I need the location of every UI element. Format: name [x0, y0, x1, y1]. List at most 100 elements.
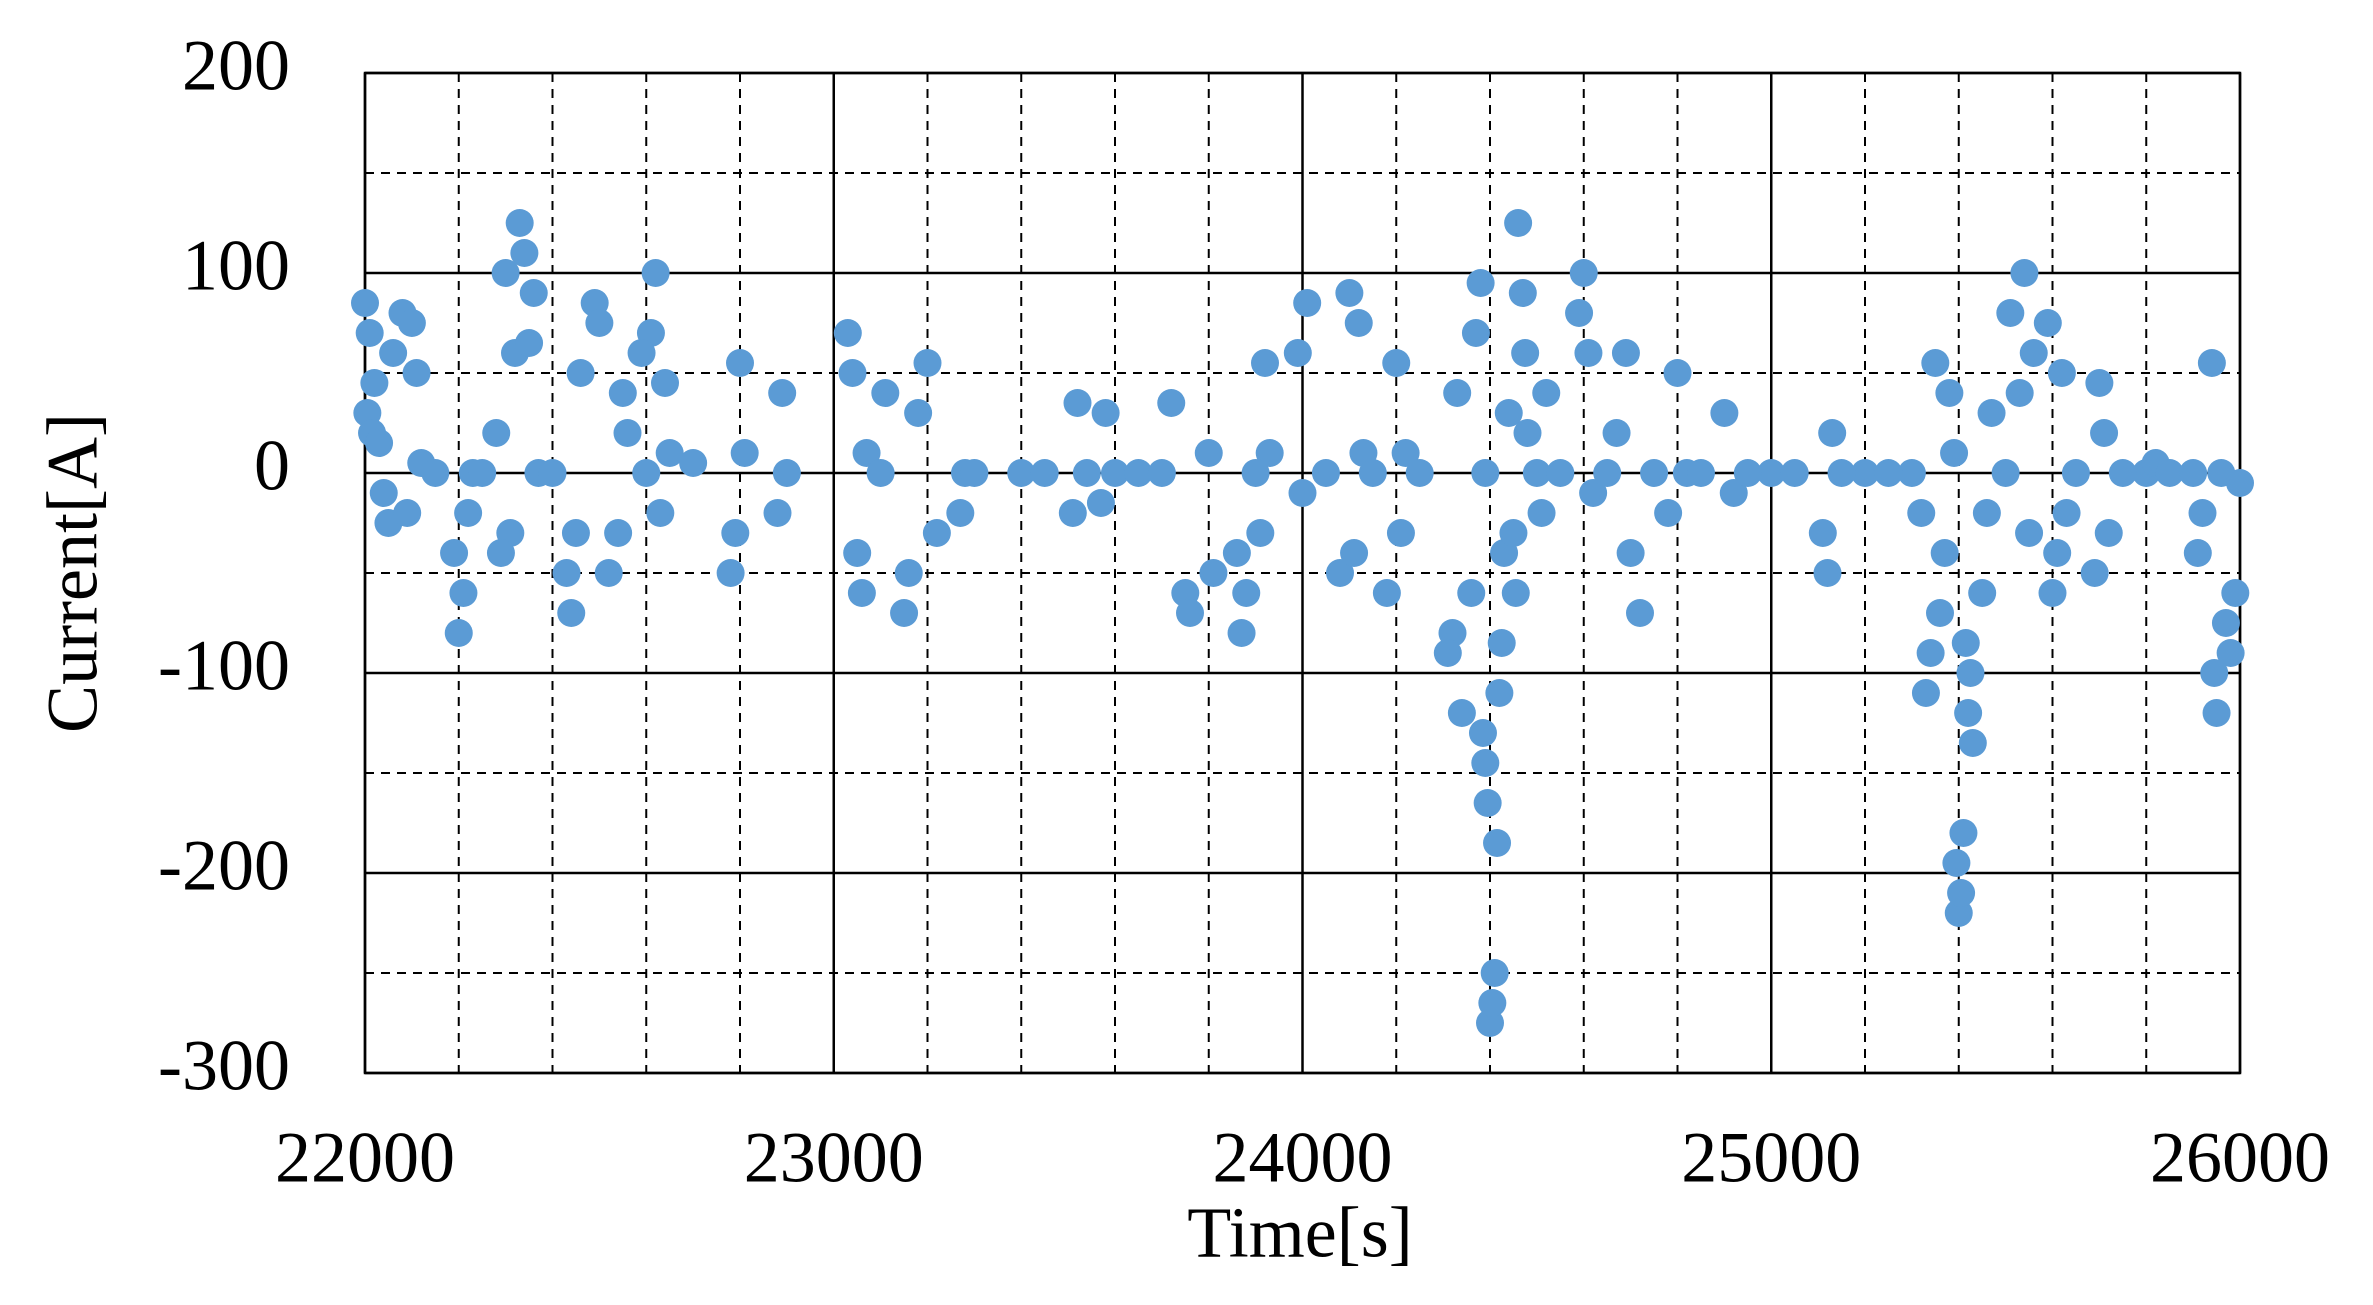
point	[871, 379, 900, 407]
point	[538, 459, 567, 487]
point	[1719, 479, 1748, 507]
point	[1457, 579, 1486, 607]
point	[1710, 399, 1739, 427]
point	[1956, 659, 1985, 687]
point	[1522, 459, 1551, 487]
point	[2226, 469, 2254, 497]
point	[1194, 439, 1223, 467]
point	[613, 419, 642, 447]
point	[482, 419, 511, 447]
point	[1949, 819, 1978, 847]
point	[730, 439, 759, 467]
point	[519, 279, 548, 307]
point	[1101, 459, 1129, 487]
point	[772, 459, 801, 487]
point	[2155, 459, 2184, 487]
point	[1471, 459, 1500, 487]
point	[505, 209, 534, 237]
point	[379, 339, 408, 367]
point	[594, 559, 623, 587]
point	[1124, 459, 1153, 487]
point	[365, 429, 394, 457]
point	[1991, 459, 2020, 487]
point	[566, 359, 595, 387]
point	[1579, 479, 1608, 507]
point	[1511, 339, 1540, 367]
point	[833, 319, 862, 347]
point	[1471, 749, 1500, 777]
point	[1611, 339, 1640, 367]
point	[2080, 559, 2109, 587]
point	[1227, 619, 1256, 647]
point	[2179, 459, 2208, 487]
point	[515, 329, 544, 357]
point	[2052, 499, 2081, 527]
point	[1504, 209, 1533, 237]
point	[1916, 639, 1945, 667]
point	[1508, 279, 1537, 307]
point	[351, 289, 379, 317]
point	[421, 459, 450, 487]
point	[1926, 599, 1954, 627]
point	[922, 519, 951, 547]
point	[1921, 349, 1950, 377]
point	[1640, 459, 1669, 487]
point	[449, 579, 478, 607]
point	[2197, 349, 2226, 377]
point	[1246, 519, 1275, 547]
point	[1461, 319, 1490, 347]
point	[1733, 459, 1762, 487]
point	[2019, 339, 2048, 367]
point	[2216, 639, 2245, 667]
point	[2047, 359, 2076, 387]
point	[651, 369, 679, 397]
point	[1251, 349, 1279, 377]
point	[2043, 539, 2072, 567]
point	[632, 459, 661, 487]
point	[1527, 499, 1556, 527]
point	[1344, 309, 1373, 337]
point	[585, 309, 614, 337]
point	[1602, 419, 1631, 447]
point	[646, 499, 675, 527]
point	[1977, 399, 2006, 427]
point	[679, 449, 708, 477]
point	[1063, 389, 1092, 417]
y-tick-label: 100	[182, 226, 290, 306]
point	[1532, 379, 1561, 407]
point	[2183, 539, 2212, 567]
point	[1930, 539, 1959, 567]
point	[1686, 459, 1715, 487]
point	[913, 349, 942, 377]
point	[454, 499, 483, 527]
point	[1942, 849, 1971, 877]
point	[2038, 579, 2067, 607]
point	[726, 349, 754, 377]
point	[2202, 699, 2231, 727]
point	[1358, 459, 1387, 487]
point	[894, 559, 923, 587]
point	[561, 519, 590, 547]
point	[1996, 299, 2025, 327]
x-tick-label: 22000	[275, 1118, 455, 1198]
point	[946, 499, 975, 527]
point	[1405, 459, 1434, 487]
point	[1897, 459, 1926, 487]
point	[1494, 399, 1523, 427]
y-tick-label: -100	[158, 626, 290, 706]
point	[716, 559, 745, 587]
y-tick-label: -200	[158, 826, 290, 906]
y-axis-title: Current[A]	[33, 413, 113, 733]
point	[1780, 459, 1809, 487]
point	[1501, 579, 1530, 607]
point	[1972, 499, 2001, 527]
point	[355, 319, 384, 347]
point	[1499, 519, 1528, 547]
point	[468, 459, 497, 487]
point	[2010, 259, 2039, 287]
point	[1483, 829, 1512, 857]
point	[1569, 259, 1598, 287]
point	[402, 359, 431, 387]
point	[1968, 579, 1997, 607]
